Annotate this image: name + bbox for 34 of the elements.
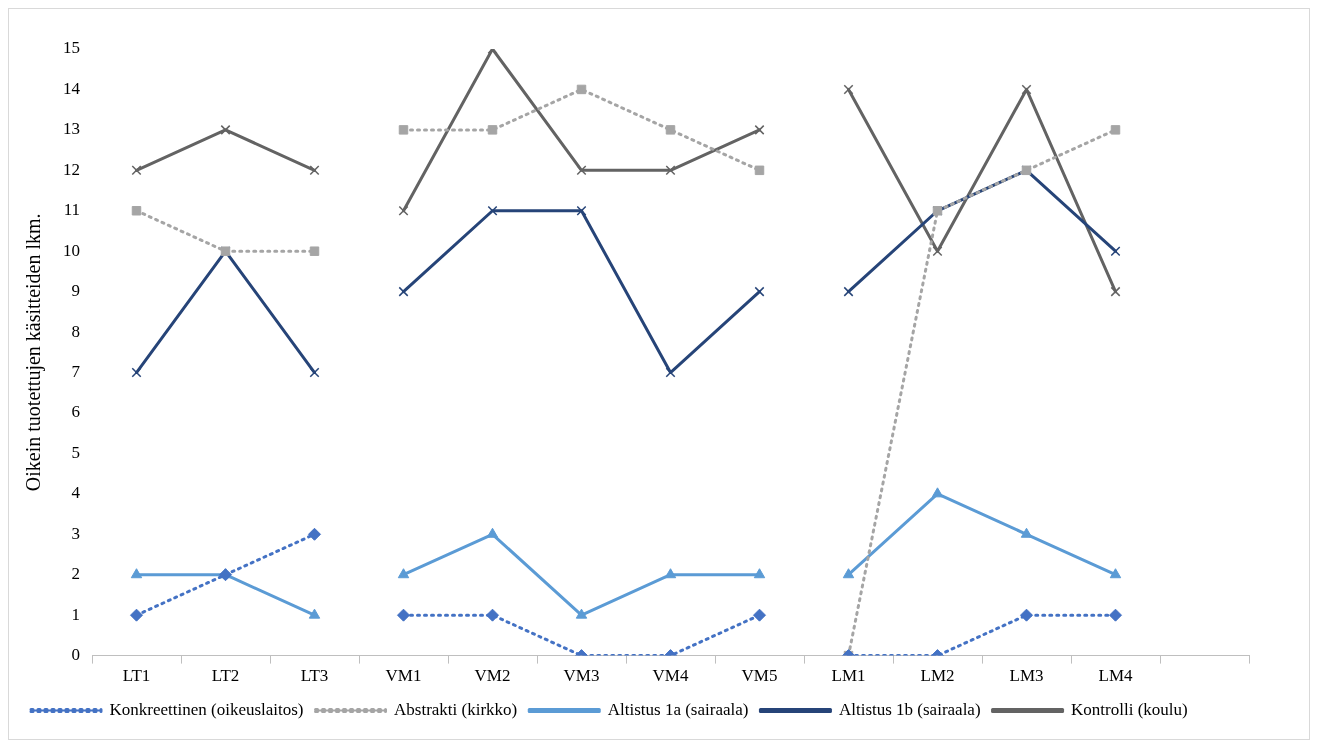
legend-label: Altistus 1a (sairaala) xyxy=(607,699,749,719)
y-tick-label: 12 xyxy=(63,159,80,179)
y-tick-label: 13 xyxy=(63,119,80,139)
legend-label: Altistus 1b (sairaala) xyxy=(838,699,981,719)
x-tick-label: LM4 xyxy=(1098,666,1133,686)
y-tick-label: 0 xyxy=(71,645,80,665)
y-tick-label: 14 xyxy=(63,78,81,98)
x-tick-label: LM3 xyxy=(1009,666,1044,686)
x-tick-label: LM2 xyxy=(920,666,955,686)
y-tick-label: 3 xyxy=(71,523,80,543)
x-tick-label: LM1 xyxy=(831,666,866,686)
y-tick-label: 1 xyxy=(71,604,80,624)
x-tick-label: LT3 xyxy=(300,666,329,686)
x-tick-label: VM1 xyxy=(385,666,422,686)
x-tick-label: LT2 xyxy=(211,666,240,686)
x-tick-label: VM4 xyxy=(652,666,689,686)
x-tick-label: VM3 xyxy=(563,666,600,686)
x-tick-label: LT1 xyxy=(122,666,151,686)
legend-label: Abstrakti (kirkko) xyxy=(394,699,518,719)
y-tick-label: 10 xyxy=(63,240,80,260)
y-tick-label: 6 xyxy=(71,402,80,422)
y-tick-label: 8 xyxy=(71,321,80,341)
y-tick-label: 7 xyxy=(71,361,81,381)
y-tick-label: 15 xyxy=(63,38,80,58)
y-tick-label: 9 xyxy=(71,281,80,301)
x-tick-label: VM5 xyxy=(741,666,778,686)
legend-label: Konkreettinen (oikeuslaitos) xyxy=(109,699,304,719)
y-tick-label: 5 xyxy=(71,442,80,462)
legend-label: Kontrolli (koulu) xyxy=(1071,699,1188,719)
x-tick-label: VM2 xyxy=(474,666,511,686)
y-tick-label: 2 xyxy=(71,564,80,584)
y-tick-label: 11 xyxy=(63,200,80,220)
y-tick-label: 4 xyxy=(71,483,81,503)
y-axis-title: Oikein tuotettujen käsitteiden lkm. xyxy=(22,213,46,492)
